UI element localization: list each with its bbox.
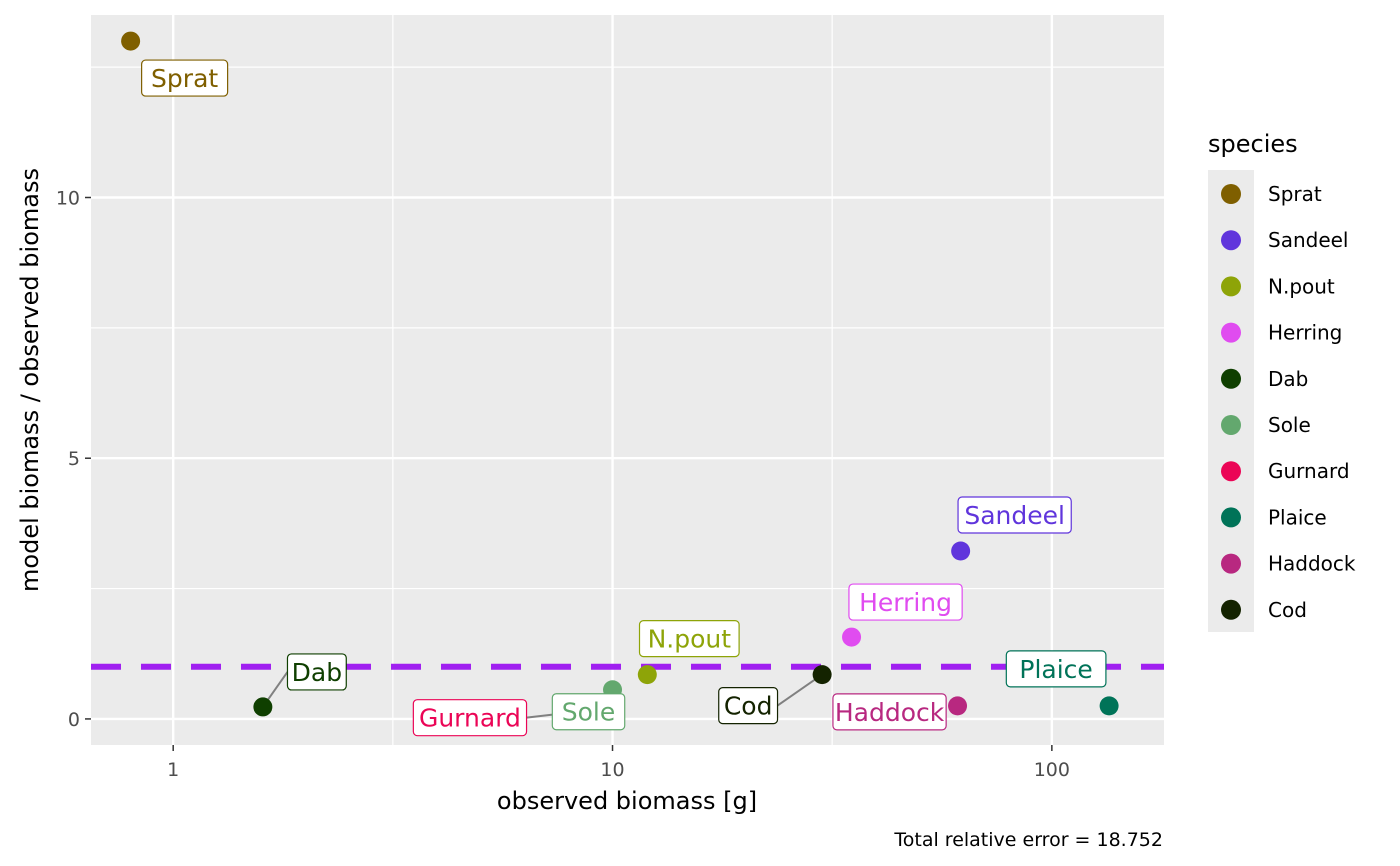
legend-key bbox=[1221, 230, 1241, 251]
x-axis-title: observed biomass [g] bbox=[497, 787, 757, 815]
label-box bbox=[286, 653, 347, 691]
label-text: Gurnard bbox=[419, 704, 521, 733]
y-tick-label: 5 bbox=[68, 448, 80, 470]
label-text: Herring bbox=[859, 588, 952, 617]
point-plaice bbox=[1099, 696, 1119, 716]
point-herring bbox=[842, 627, 862, 647]
major-gridlines bbox=[91, 15, 1164, 745]
y-axis: 0 5 10 bbox=[56, 188, 91, 731]
legend-item-plaice: Plaice bbox=[1221, 505, 1327, 529]
legend-key bbox=[1221, 461, 1241, 482]
minor-gridlines bbox=[91, 15, 1164, 745]
legend-title: species bbox=[1208, 130, 1298, 158]
label-sole: Sole bbox=[551, 693, 626, 731]
legend-label: Dab bbox=[1268, 367, 1308, 391]
y-tick-label: 10 bbox=[56, 188, 80, 210]
label-herring: Herring bbox=[848, 583, 963, 621]
plot-panel bbox=[91, 15, 1164, 745]
x-tick-label: 100 bbox=[1034, 759, 1070, 781]
legend-key bbox=[1221, 322, 1241, 343]
legend-item-haddock: Haddock bbox=[1221, 552, 1356, 576]
legend-key bbox=[1221, 599, 1241, 620]
y-axis-title: model biomass / observed biomass bbox=[16, 168, 44, 592]
label-box bbox=[1005, 650, 1107, 688]
point-haddock bbox=[948, 696, 968, 716]
x-axis: 1 10 100 bbox=[167, 745, 1070, 781]
legend: species Sprat Sandeel N.pout Herring Dab Sole… bbox=[1208, 130, 1356, 632]
label-box bbox=[638, 620, 740, 658]
label-box bbox=[141, 59, 229, 97]
label-gurnard: Gurnard bbox=[412, 699, 528, 737]
legend-label: N.pout bbox=[1268, 274, 1335, 298]
label-haddock: Haddock bbox=[832, 693, 947, 731]
legend-item-sole: Sole bbox=[1221, 413, 1311, 437]
label-dab: Dab bbox=[286, 653, 347, 691]
label-text: Dab bbox=[292, 658, 342, 687]
label-box bbox=[551, 693, 626, 731]
legend-item-npout: N.pout bbox=[1221, 274, 1335, 298]
label-plaice: Plaice bbox=[1005, 650, 1107, 688]
label-text: Sole bbox=[562, 698, 616, 727]
legend-label: Sprat bbox=[1268, 182, 1322, 206]
legend-item-sandeel: Sandeel bbox=[1221, 228, 1349, 252]
caption: Total relative error = 18.752 bbox=[893, 829, 1163, 851]
y-tick-label: 0 bbox=[68, 709, 80, 731]
legend-item-cod: Cod bbox=[1221, 598, 1307, 622]
legend-label: Sole bbox=[1268, 413, 1311, 437]
legend-label: Haddock bbox=[1268, 552, 1356, 576]
point-sandeel bbox=[951, 541, 971, 561]
legend-key bbox=[1221, 553, 1241, 574]
legend-key bbox=[1221, 184, 1241, 204]
label-box bbox=[832, 693, 947, 731]
label-text: Sprat bbox=[151, 64, 218, 93]
label-text: Sandeel bbox=[964, 501, 1065, 530]
label-text: N.pout bbox=[648, 625, 732, 654]
legend-item-herring: Herring bbox=[1221, 321, 1342, 345]
legend-key bbox=[1221, 368, 1241, 389]
point-npout bbox=[637, 665, 657, 685]
label-text: Haddock bbox=[835, 698, 945, 727]
label-text: Plaice bbox=[1019, 655, 1092, 684]
label-box bbox=[718, 687, 779, 725]
legend-item-sprat: Sprat bbox=[1221, 182, 1322, 206]
label-text: Cod bbox=[724, 692, 773, 721]
label-box bbox=[412, 699, 528, 737]
point-cod bbox=[812, 665, 832, 685]
legend-label: Herring bbox=[1268, 321, 1342, 345]
point-sprat bbox=[121, 31, 141, 51]
legend-label: Plaice bbox=[1268, 505, 1327, 529]
label-sandeel: Sandeel bbox=[957, 496, 1072, 534]
x-tick-label: 1 bbox=[167, 759, 179, 781]
legend-item-dab: Dab bbox=[1221, 367, 1308, 391]
x-tick-label: 10 bbox=[600, 759, 624, 781]
label-sprat: Sprat bbox=[141, 59, 229, 97]
legend-key bbox=[1221, 415, 1241, 435]
point-labels: Sprat Sandeel N.pout Herring Dab Sole Gurnard P… bbox=[141, 59, 1107, 737]
label-npout: N.pout bbox=[638, 620, 740, 658]
label-box bbox=[957, 496, 1072, 534]
legend-label: Sandeel bbox=[1268, 228, 1349, 252]
legend-label: Cod bbox=[1268, 598, 1307, 622]
label-box bbox=[848, 583, 963, 621]
legend-key bbox=[1221, 507, 1241, 528]
point-dab bbox=[253, 697, 273, 717]
legend-key bbox=[1221, 276, 1241, 297]
label-cod: Cod bbox=[718, 687, 779, 725]
legend-label: Gurnard bbox=[1268, 459, 1350, 483]
legend-item-gurnard: Gurnard bbox=[1221, 459, 1350, 483]
